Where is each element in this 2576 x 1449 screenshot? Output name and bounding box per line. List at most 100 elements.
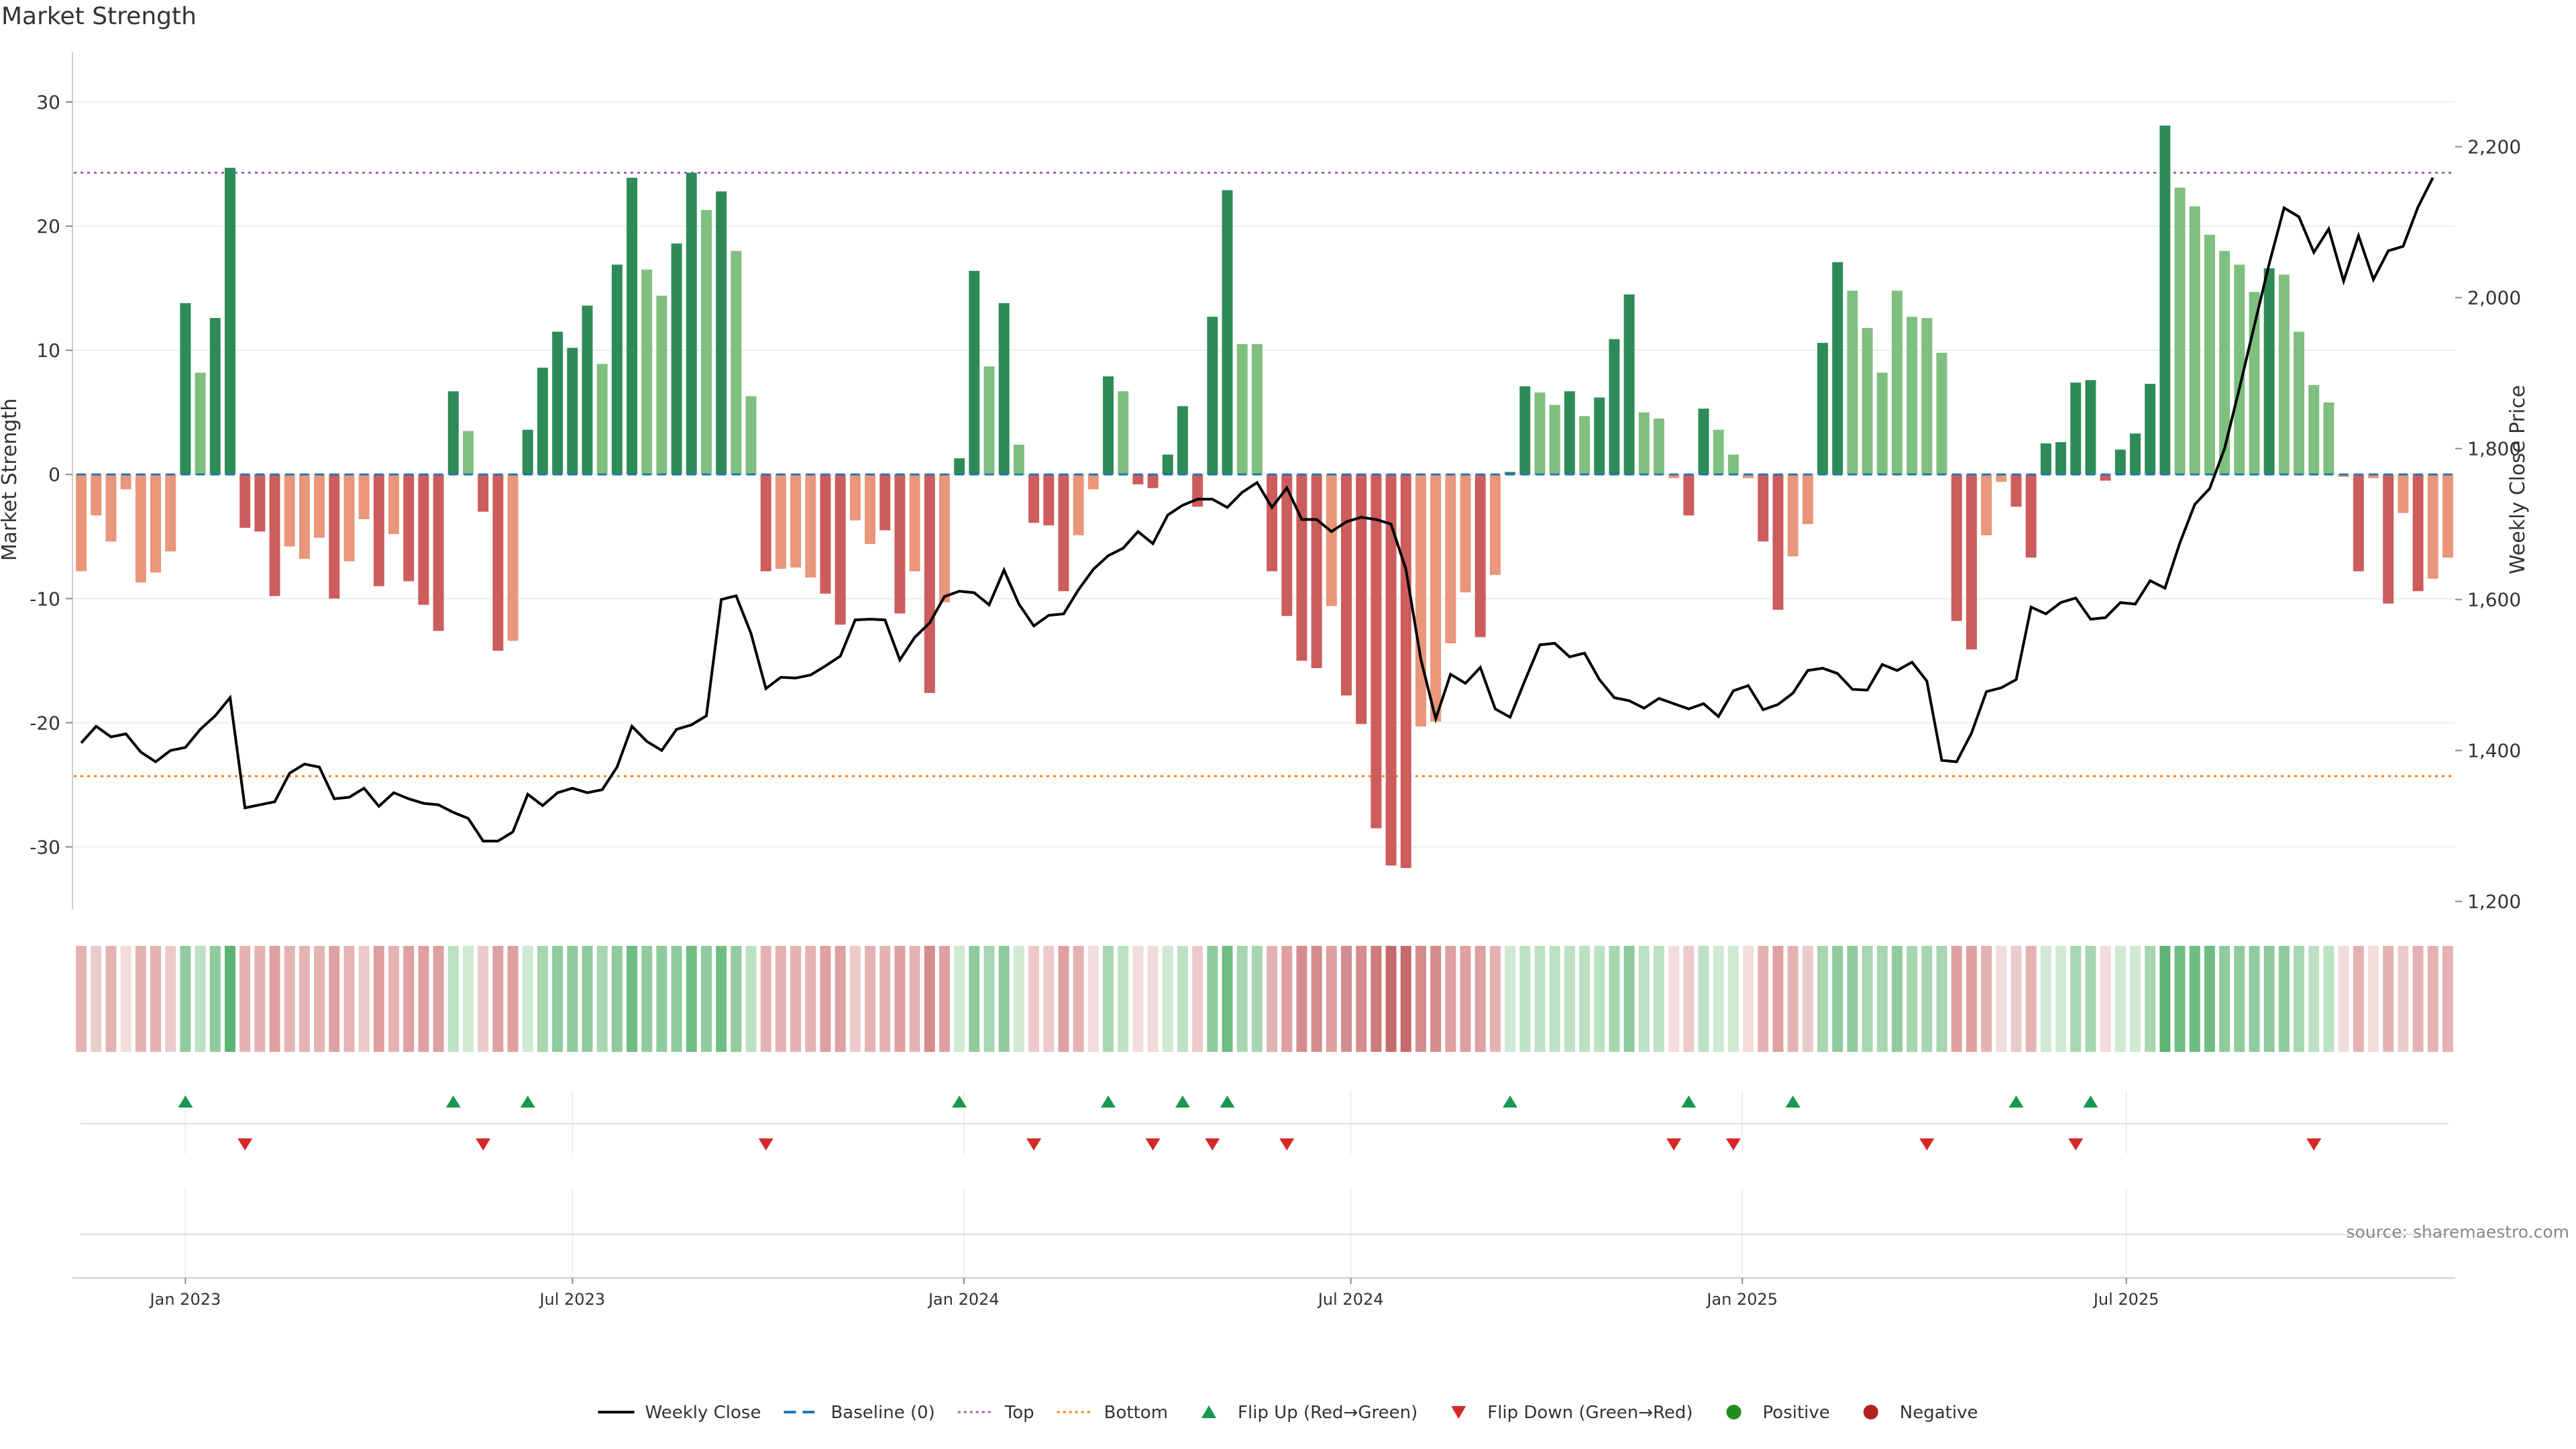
heat-cell <box>209 946 221 1052</box>
heat-cell <box>254 946 266 1052</box>
legend: Weekly Close Baseline (0) Top Bottom Flip Up… <box>598 1403 1978 1423</box>
heat-cell <box>671 946 682 1052</box>
strength-bars <box>76 125 2453 868</box>
strength-bar <box>1996 474 2007 482</box>
flip-up-marker <box>178 1095 193 1108</box>
strength-bar <box>2367 474 2379 478</box>
heat-cell <box>2263 946 2275 1052</box>
flip-down-marker <box>1145 1138 1161 1150</box>
strength-bar <box>1772 474 1784 610</box>
heat-cell <box>596 946 608 1052</box>
heat-cell <box>462 946 474 1052</box>
heat-cell <box>1758 946 1769 1052</box>
strength-bar <box>909 474 920 572</box>
heat-cell <box>2174 946 2186 1052</box>
strength-bar <box>1356 474 1367 724</box>
heat-cell <box>2114 946 2126 1052</box>
strength-bar <box>760 474 771 572</box>
heat-cell <box>790 946 802 1052</box>
y-tick-label: 30 <box>36 91 60 113</box>
heat-cell <box>1683 946 1695 1052</box>
heat-cell <box>1936 946 1947 1052</box>
strength-bar <box>2100 474 2111 481</box>
y-tick-label: -20 <box>30 712 60 734</box>
strength-bar <box>1013 444 1024 475</box>
heat-cell <box>2010 946 2022 1052</box>
strength-bar <box>969 270 980 475</box>
y-tick-label: 10 <box>36 339 60 362</box>
strength-bar <box>165 474 176 551</box>
strength-bar <box>2114 449 2126 475</box>
heat-cell <box>1474 946 1486 1052</box>
x-tick-label: Jan 2023 <box>149 1290 221 1309</box>
heat-cell <box>224 946 235 1052</box>
heat-cell <box>2129 946 2141 1052</box>
strength-bar <box>1177 406 1188 475</box>
strength-bar <box>1936 352 1947 475</box>
strength-bar <box>790 474 802 568</box>
strength-bar <box>2219 251 2231 475</box>
heat-cell <box>835 946 846 1052</box>
flip-up-marker <box>1101 1095 1116 1108</box>
heat-cell <box>1489 946 1501 1052</box>
heat-cell <box>641 946 653 1052</box>
heat-cell <box>2383 946 2394 1052</box>
heat-cell <box>299 946 310 1052</box>
heat-cell <box>2219 946 2231 1052</box>
strength-bar <box>775 474 786 569</box>
strength-bar <box>894 474 906 614</box>
strength-bar <box>2412 474 2424 592</box>
reference-lines <box>74 172 2455 777</box>
heat-cell <box>1698 946 1709 1052</box>
heat-cell <box>1267 946 1278 1052</box>
flip-down-marker <box>1026 1138 1042 1150</box>
strength-bar <box>537 368 548 475</box>
heat-cell <box>2353 946 2364 1052</box>
heat-cell <box>2398 946 2409 1052</box>
strength-bar <box>195 372 206 475</box>
heat-cell <box>552 946 564 1052</box>
strength-bar <box>1251 343 1263 475</box>
strength-bar <box>2338 474 2349 477</box>
heat-cell <box>2204 946 2215 1052</box>
strength-bar <box>2129 433 2141 475</box>
flip-panel <box>80 1090 2449 1275</box>
y2-tick-label: 1,400 <box>2467 740 2521 762</box>
heat-cell <box>1713 946 1724 1052</box>
heat-cell <box>1162 946 1173 1052</box>
strength-bar <box>358 474 370 519</box>
heat-cell <box>120 946 131 1052</box>
left-axis-label: Market Strength <box>0 398 21 561</box>
heat-cell <box>403 946 415 1052</box>
strength-bar <box>1981 474 1992 535</box>
flip-up-marker <box>952 1095 967 1108</box>
heat-cell <box>805 946 816 1052</box>
strength-bar <box>1311 474 1322 668</box>
heat-cell <box>2412 946 2424 1052</box>
heat-cell <box>1907 946 1918 1052</box>
flip-up-marker <box>1175 1095 1190 1108</box>
heat-cell <box>627 946 638 1052</box>
right-axis-label: Weekly Close Price <box>2506 385 2530 574</box>
heat-cell <box>1817 946 1829 1052</box>
heat-cell <box>2234 946 2245 1052</box>
y-tick-label: -10 <box>30 588 60 610</box>
heat-cell <box>1430 946 1442 1052</box>
heat-cell <box>1236 946 1248 1052</box>
heat-cell <box>656 946 667 1052</box>
heat-strip <box>76 946 2453 1052</box>
grid-lines <box>74 101 2455 848</box>
legend-label: Weekly Close <box>645 1403 761 1423</box>
heat-cell <box>2278 946 2290 1052</box>
strength-bar <box>1132 474 1144 485</box>
heat-cell <box>865 946 876 1052</box>
heat-cell <box>1087 946 1099 1052</box>
strength-bar <box>627 177 638 475</box>
strength-bar <box>1236 343 1248 475</box>
heat-cell <box>537 946 548 1052</box>
strength-bar <box>1727 454 1739 475</box>
y2-tick-label: 2,000 <box>2467 287 2521 309</box>
heat-cell <box>1192 946 1203 1052</box>
strength-bar <box>284 474 295 547</box>
strength-bar <box>1296 474 1307 661</box>
